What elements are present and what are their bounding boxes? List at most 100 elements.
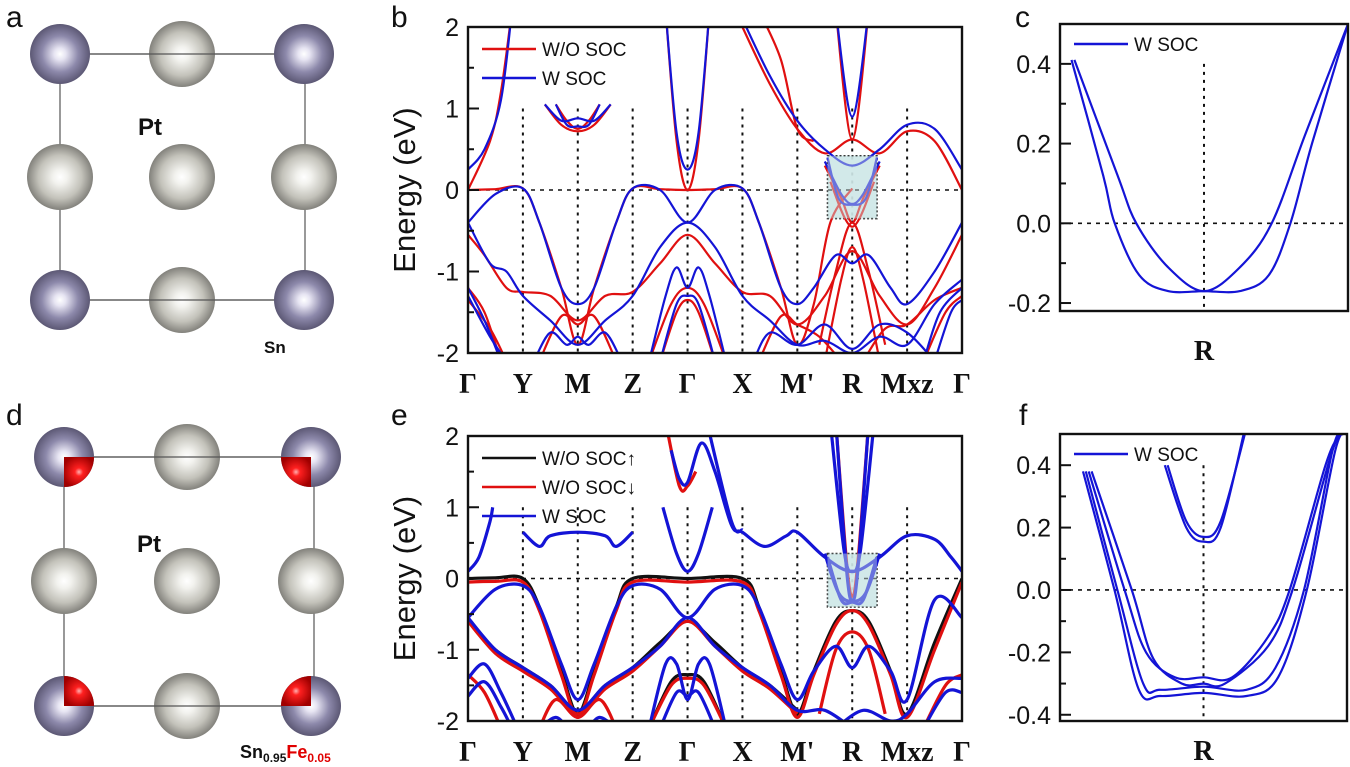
sn-atom bbox=[274, 24, 334, 84]
sn-label: Sn bbox=[240, 742, 263, 762]
band-line-wo_soc_down bbox=[817, 630, 887, 715]
k-point-label: Z bbox=[623, 369, 642, 400]
sn-label: Sn bbox=[264, 338, 286, 357]
band-line-w_soc bbox=[755, 322, 929, 353]
pt-atom bbox=[27, 144, 93, 210]
fe-quadrant bbox=[281, 676, 311, 706]
y-tick-label: 0.2 bbox=[1016, 515, 1051, 543]
band-line-w_soc bbox=[708, 436, 744, 534]
pt-label: Pt bbox=[137, 531, 161, 558]
sn-fe-site bbox=[34, 676, 94, 736]
band-line-wo_soc_down bbox=[650, 676, 725, 721]
band-line-w_soc bbox=[669, 441, 962, 573]
pt-atom bbox=[154, 548, 220, 614]
sn-atom bbox=[30, 24, 90, 84]
band-line-w_soc bbox=[825, 556, 879, 606]
panel-letter-c: c bbox=[1015, 1, 1030, 34]
band-line-w_soc bbox=[468, 662, 516, 721]
k-point-label: R bbox=[842, 369, 863, 400]
band-line-wo_soc bbox=[765, 27, 815, 143]
band-line-wo_soc bbox=[468, 233, 962, 326]
bands-group bbox=[1081, 434, 1347, 701]
band-line-wo_soc bbox=[554, 103, 601, 130]
k-point-label: Y bbox=[513, 737, 533, 767]
y-tick-label: 0.0 bbox=[1016, 577, 1051, 605]
panel-letter-d: d bbox=[6, 399, 23, 432]
band-line-w_soc bbox=[1090, 434, 1341, 688]
band-line-w_soc bbox=[649, 656, 726, 721]
band-line-w_soc bbox=[1163, 434, 1245, 544]
legend-label: W/O SOC bbox=[542, 40, 626, 61]
y-tick-label: -0.2 bbox=[1008, 290, 1051, 318]
pt-atom bbox=[149, 144, 215, 210]
zoom-region-overlay bbox=[827, 553, 877, 607]
band-line-w_soc bbox=[936, 299, 962, 353]
y-tick-label: -2 bbox=[437, 708, 459, 736]
fe-quadrant bbox=[64, 457, 94, 487]
panel-letter-f: f bbox=[1019, 399, 1028, 432]
k-point-label: X bbox=[732, 737, 752, 767]
band-line-wo_soc_down bbox=[468, 673, 500, 721]
y-tick-label: -1 bbox=[437, 259, 459, 287]
composition-label: Sn0.95Fe0.05 bbox=[240, 742, 331, 765]
band-line-w_soc bbox=[468, 582, 962, 704]
y-tick-label: -1 bbox=[437, 637, 459, 665]
crystal-structure-a: Pt Sn bbox=[27, 21, 337, 357]
band-line-wo_soc bbox=[829, 181, 876, 228]
k-point-label: Γ bbox=[459, 369, 477, 400]
band-zoom-chart-c: 0.4 0.2 0.0 -0.2 R W SOC bbox=[1008, 22, 1350, 367]
fe-label: Fe bbox=[286, 742, 307, 762]
plot-frame bbox=[1058, 22, 1350, 313]
band-line-w_soc bbox=[521, 530, 634, 548]
band-line-w_soc bbox=[554, 103, 601, 129]
y-tick-label: -0.2 bbox=[1008, 639, 1051, 667]
sn-fraction: 0.95 bbox=[263, 751, 287, 765]
legend-label: W SOC bbox=[542, 507, 606, 528]
k-point-label: Z bbox=[623, 737, 642, 767]
x-axis-label: R bbox=[1194, 336, 1215, 367]
y-tick-label: -2 bbox=[437, 340, 459, 368]
band-line-w_soc bbox=[468, 506, 495, 573]
legend-label: W SOC bbox=[1134, 35, 1198, 56]
band-line-w_soc bbox=[1087, 434, 1341, 682]
k-point-label: Γ bbox=[953, 369, 971, 400]
pt-atom bbox=[271, 144, 337, 210]
band-line-w_soc bbox=[468, 680, 511, 721]
band-line-w_soc bbox=[836, 27, 868, 118]
band-line-w_soc bbox=[661, 506, 714, 573]
y-tick-label: 1 bbox=[445, 494, 459, 522]
y-tick-label: 2 bbox=[445, 423, 459, 451]
y-axis-label: Energy (eV) bbox=[387, 496, 422, 661]
pt-atom bbox=[31, 548, 97, 614]
y-tick-label: 0 bbox=[445, 566, 459, 594]
band-line-wo_soc bbox=[661, 298, 714, 353]
band-line-w_soc bbox=[1081, 434, 1347, 701]
band-zoom-chart-f: 0.4 0.2 0.0 -0.2 -0.4 R W SOC bbox=[1008, 432, 1349, 767]
band-line-wo_soc bbox=[543, 103, 612, 133]
band-structure-chart-e: 2 1 0 -1 -2 Energy (eV) Γ Y M Z Γ X M' R Mxz Γ W/O SOC↑ W… bbox=[387, 423, 971, 767]
k-point-label: Γ bbox=[459, 737, 477, 767]
y-tick-label: 1 bbox=[445, 96, 459, 124]
y-tick-label: 0.2 bbox=[1016, 131, 1051, 159]
band-line-w_soc bbox=[925, 688, 962, 721]
bands-group bbox=[468, 27, 962, 353]
k-point-label: Γ bbox=[679, 737, 697, 767]
zoom-region-overlay bbox=[827, 155, 877, 219]
y-tick-label: 0 bbox=[445, 177, 459, 205]
band-line-w_soc bbox=[468, 183, 962, 306]
crystal-structure-d: Pt Sn0.95Fe0.05 bbox=[31, 424, 344, 765]
band-line-wo_soc bbox=[761, 313, 836, 353]
sn-atom bbox=[274, 270, 334, 330]
band-line-w_soc bbox=[468, 27, 512, 171]
band-line-w_soc bbox=[744, 27, 962, 171]
panel-letter-a: a bbox=[6, 1, 23, 34]
y-tick-label: -0.4 bbox=[1008, 702, 1051, 730]
plot-frame bbox=[1058, 432, 1349, 723]
legend-label: W SOC bbox=[1134, 445, 1198, 466]
y-tick-label: 0.4 bbox=[1016, 452, 1051, 480]
k-point-label: M' bbox=[780, 369, 814, 400]
k-point-label: M' bbox=[780, 737, 814, 767]
y-tick-label: 0.4 bbox=[1016, 51, 1051, 79]
band-line-w_soc bbox=[924, 287, 962, 353]
band-line-w_soc bbox=[665, 27, 710, 171]
